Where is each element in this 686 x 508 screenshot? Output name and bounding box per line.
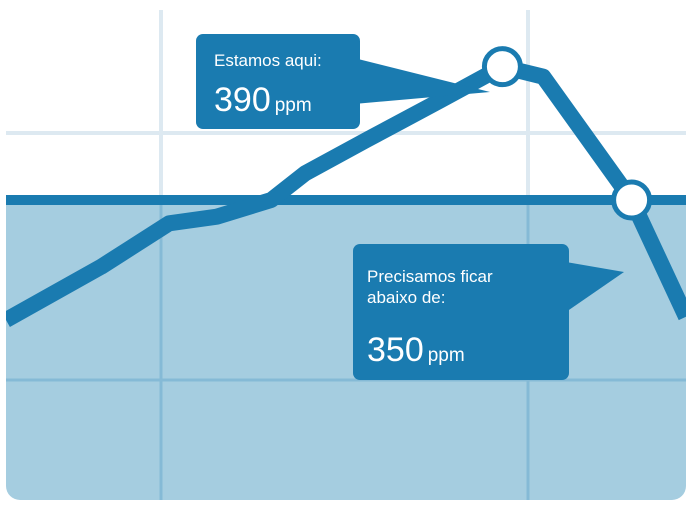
current-value-number: 390 bbox=[214, 81, 271, 119]
callout-current-level: Estamos aqui: 390 ppm bbox=[196, 34, 360, 129]
target-value-unit: ppm bbox=[427, 345, 465, 366]
current-level-marker bbox=[481, 46, 523, 88]
target-value-number: 350 bbox=[367, 331, 424, 369]
current-value-unit: ppm bbox=[274, 95, 312, 116]
callout-target-value: 350 ppm bbox=[367, 330, 465, 370]
callout-current-label: Estamos aqui: bbox=[214, 51, 322, 70]
callout-current-pointer bbox=[354, 58, 490, 104]
series-line bbox=[6, 58, 686, 327]
target-crossing-marker bbox=[611, 179, 653, 221]
callout-current-value: 390 ppm bbox=[214, 80, 312, 120]
below-target-shade bbox=[6, 200, 686, 500]
callout-target-label: Precisamos ficar abaixo de: bbox=[367, 267, 493, 307]
callout-target-level: Precisamos ficar abaixo de: 350 ppm bbox=[353, 244, 569, 380]
callout-target-pointer bbox=[566, 262, 624, 312]
